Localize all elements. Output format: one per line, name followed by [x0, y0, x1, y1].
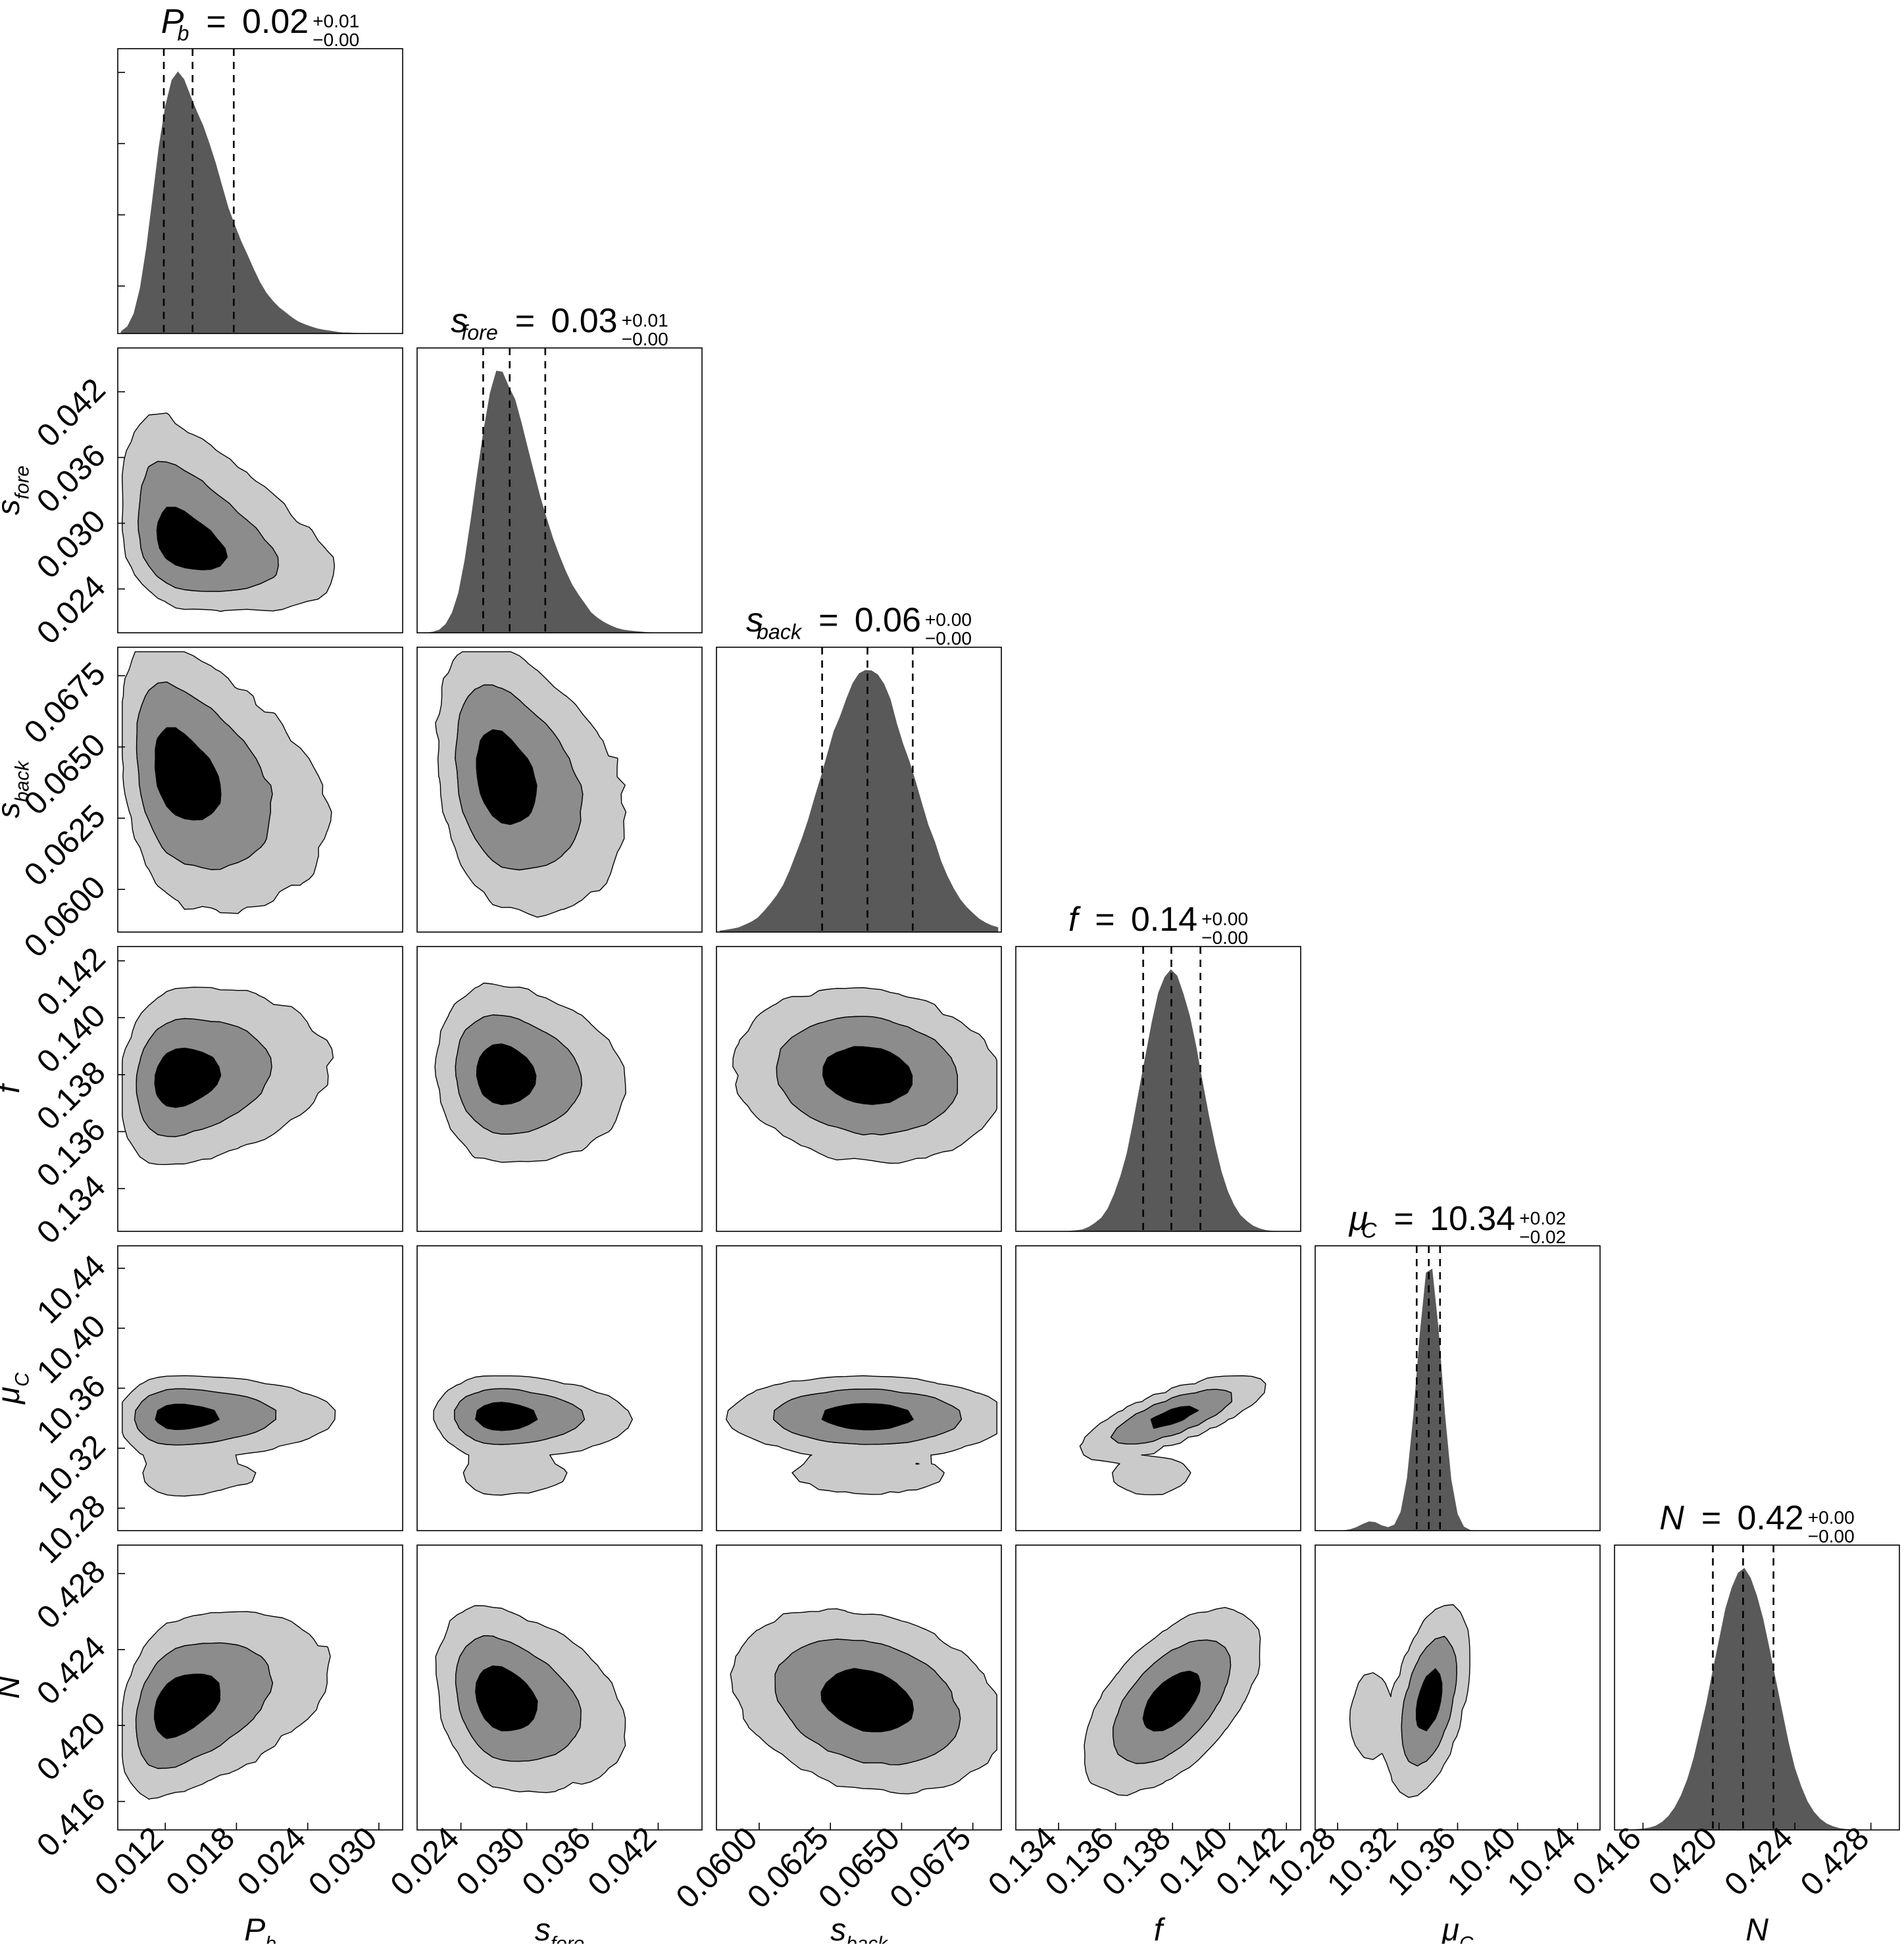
- svg-text:s: s: [535, 1913, 551, 1944]
- svg-text:fore: fore: [551, 1933, 584, 1944]
- svg-text:0.03: 0.03: [551, 302, 617, 340]
- svg-text:s: s: [830, 1913, 846, 1944]
- svg-text:s: s: [0, 802, 26, 818]
- svg-text:back: back: [757, 620, 803, 643]
- svg-text:fore: fore: [461, 320, 498, 344]
- svg-text:+0.00: +0.00: [925, 610, 972, 630]
- svg-text:N: N: [1745, 1913, 1768, 1944]
- svg-text:=: =: [818, 601, 838, 639]
- svg-text:=: =: [1394, 1200, 1414, 1238]
- svg-text:0.02: 0.02: [242, 3, 309, 41]
- svg-text:back: back: [846, 1933, 889, 1944]
- svg-text:−0.02: −0.02: [1519, 1227, 1566, 1247]
- svg-text:0.06: 0.06: [855, 601, 921, 639]
- svg-text:−0.00: −0.00: [925, 628, 972, 649]
- svg-text:=: =: [515, 302, 535, 340]
- svg-text:μ: μ: [1441, 1913, 1459, 1944]
- svg-text:N: N: [0, 1676, 26, 1699]
- svg-text:−0.00: −0.00: [622, 329, 668, 349]
- svg-text:−0.00: −0.00: [1808, 1526, 1855, 1546]
- svg-text:+0.02: +0.02: [1519, 1208, 1566, 1229]
- svg-text:0.42: 0.42: [1738, 1499, 1804, 1537]
- svg-text:fore: fore: [11, 466, 33, 499]
- svg-text:10.34: 10.34: [1430, 1200, 1515, 1238]
- svg-text:N: N: [1659, 1499, 1684, 1537]
- svg-text:back: back: [11, 760, 33, 802]
- svg-text:P: P: [244, 1913, 265, 1944]
- svg-text:=: =: [1095, 900, 1115, 939]
- svg-text:+0.00: +0.00: [1201, 909, 1248, 929]
- svg-text:s: s: [0, 499, 26, 515]
- svg-text:−0.00: −0.00: [1201, 927, 1248, 948]
- svg-text:=: =: [1701, 1499, 1721, 1537]
- svg-text:C: C: [11, 1372, 33, 1387]
- svg-text:μ: μ: [0, 1387, 26, 1405]
- svg-text:+0.01: +0.01: [622, 310, 668, 331]
- svg-text:C: C: [1459, 1933, 1474, 1944]
- svg-text:=: =: [206, 3, 226, 41]
- svg-text:−0.00: −0.00: [313, 30, 359, 50]
- svg-text:b: b: [265, 1933, 276, 1944]
- svg-text:0.14: 0.14: [1131, 900, 1197, 939]
- svg-text:C: C: [1361, 1218, 1377, 1242]
- svg-text:+0.01: +0.01: [313, 11, 359, 32]
- svg-text:b: b: [178, 21, 189, 45]
- svg-text:+0.00: +0.00: [1808, 1508, 1855, 1528]
